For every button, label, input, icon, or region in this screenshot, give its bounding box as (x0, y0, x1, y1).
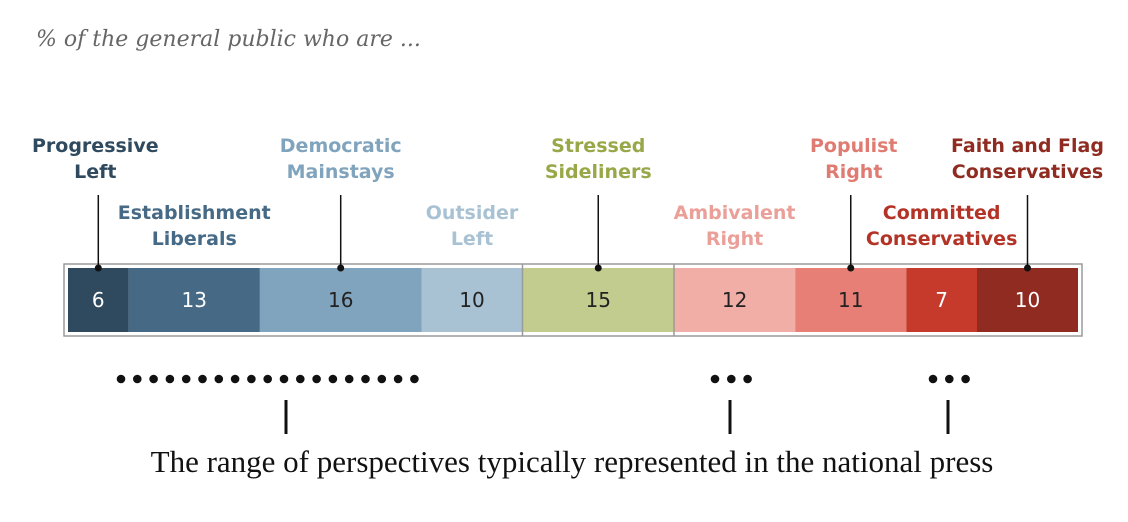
press-dot (116, 374, 126, 384)
press-dot (296, 374, 305, 384)
leader-dot-faith-and-flag-conservatives (1024, 264, 1031, 272)
label-democratic-mainstays-line-2: Mainstays (287, 161, 395, 183)
label-faith-and-flag-conservatives-line-1: Faith and Flag (951, 135, 1104, 157)
segment-labels: ProgressiveLeftEstablishmentLiberalsDemo… (32, 135, 1104, 272)
value-label-populist-right: 11 (838, 288, 863, 312)
bar-stressed-sideliners (522, 268, 674, 332)
label-outsider-left-line-1: Outsider (426, 202, 519, 224)
press-dot (710, 374, 720, 384)
bar-democratic-mainstays (259, 268, 422, 332)
label-committed-conservatives-line-2: Conservatives (866, 228, 1017, 250)
press-dot (727, 374, 736, 384)
press-dot (961, 374, 970, 384)
chart-subtitle: % of the general public who are ... (36, 27, 421, 52)
label-democratic-mainstays-line-1: Democratic (280, 135, 402, 157)
leader-dot-democratic-mainstays (337, 264, 345, 272)
bar-outsider-left (421, 268, 523, 332)
value-label-establishment-liberals: 13 (182, 288, 207, 312)
press-dot (230, 374, 240, 384)
press-dot (312, 374, 321, 384)
press-dot (263, 374, 273, 384)
label-ambivalent-right-line-1: Ambivalent (674, 202, 796, 224)
bar-committed-conservatives (906, 268, 977, 332)
label-establishment-liberals-line-2: Liberals (152, 228, 237, 250)
press-range-markers (116, 374, 970, 434)
leader-dot-populist-right (847, 264, 855, 272)
press-dot-group-1 (116, 374, 419, 434)
press-dot-group-2 (710, 374, 752, 434)
label-stressed-sideliners-line-2: Sideliners (545, 161, 652, 183)
value-label-stressed-sideliners: 15 (586, 288, 611, 312)
value-label-outsider-left: 10 (459, 288, 484, 312)
stacked-bar: 6 13 16 10 15 12 11 7 10 (63, 263, 1083, 337)
press-range-caption: The range of perspectives typically repr… (151, 444, 994, 479)
press-dot (149, 374, 158, 384)
press-dot (377, 374, 387, 384)
value-label-progressive-left: 6 (92, 288, 105, 312)
press-dot (344, 374, 354, 384)
press-dot (743, 374, 752, 384)
press-dot (198, 374, 207, 384)
label-committed-conservatives-line-1: Committed (883, 202, 1001, 224)
press-dot (393, 374, 403, 384)
press-dot-group-3 (928, 374, 970, 434)
press-dot (214, 374, 224, 384)
leader-dot-progressive-left (94, 264, 102, 272)
bar-faith-and-flag-conservatives (977, 268, 1078, 332)
label-ambivalent-right-line-2: Right (706, 228, 763, 250)
press-dot (133, 374, 142, 384)
press-dot (928, 374, 938, 384)
press-dot (945, 374, 954, 384)
value-label-ambivalent-right: 12 (722, 288, 747, 312)
press-dot (361, 374, 370, 384)
bar-ambivalent-right (674, 268, 796, 332)
label-establishment-liberals-line-1: Establishment (118, 202, 271, 224)
bar-establishment-liberals (128, 268, 260, 332)
leader-dot-stressed-sideliners (594, 264, 602, 272)
press-dot (165, 374, 175, 384)
press-dot (181, 374, 191, 384)
press-dot (279, 374, 289, 384)
value-label-committed-conservatives: 7 (935, 288, 948, 312)
label-progressive-left-line-2: Left (74, 161, 116, 183)
label-outsider-left-line-2: Left (451, 228, 493, 250)
label-progressive-left-line-1: Progressive (32, 135, 159, 157)
label-populist-right-line-2: Right (825, 161, 882, 183)
bar-progressive-left (68, 268, 129, 332)
press-dot (328, 374, 338, 384)
label-stressed-sideliners-line-1: Stressed (551, 135, 645, 157)
press-dot (410, 374, 419, 384)
value-label-democratic-mainstays: 16 (328, 288, 353, 312)
value-label-faith-and-flag-conservatives: 10 (1015, 288, 1040, 312)
bar-populist-right (795, 268, 907, 332)
press-dot (247, 374, 256, 384)
label-faith-and-flag-conservatives-line-2: Conservatives (952, 161, 1103, 183)
label-populist-right-line-1: Populist (810, 135, 898, 157)
